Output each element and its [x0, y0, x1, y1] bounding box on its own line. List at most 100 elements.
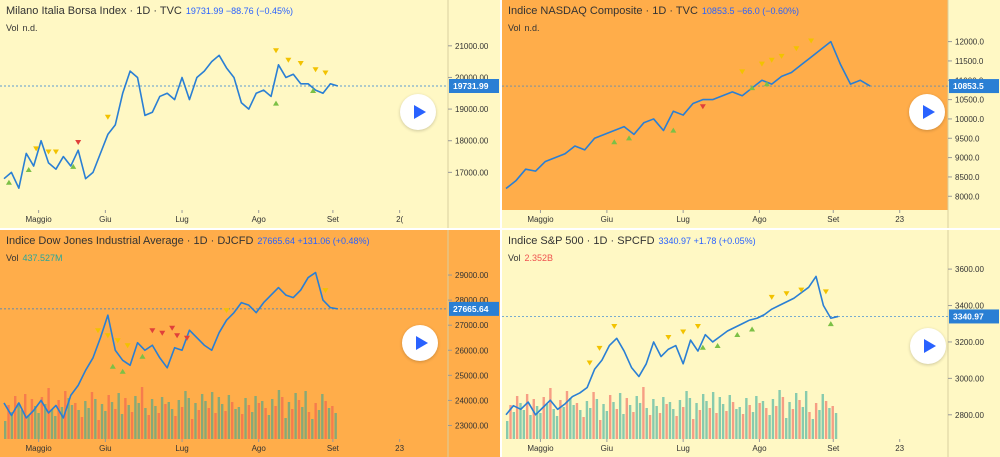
volume-bar [788, 402, 791, 439]
price-line [505, 40, 871, 190]
volume-bar [294, 393, 297, 439]
volume-bar [200, 394, 204, 439]
symbol-title[interactable]: Milano Italia Borsa Index · 1D · TVC [6, 5, 182, 17]
volume-bar [652, 399, 655, 439]
symbol-title[interactable]: Indice S&P 500 · 1D · SPCFD [508, 235, 655, 247]
volume-bar [331, 406, 334, 439]
volume-bar [662, 397, 665, 439]
volume-bar [204, 401, 207, 439]
y-tick-label: 9500.0 [955, 134, 980, 143]
volume-bar [301, 407, 304, 439]
symbol-title[interactable]: Indice NASDAQ Composite · 1D · TVC [508, 5, 698, 17]
volume-bar [197, 410, 201, 439]
volume-bar [585, 401, 589, 439]
volume-bar [768, 415, 771, 439]
volume-bar [545, 404, 549, 439]
x-tick-label: Ago [252, 444, 267, 453]
volume-bar [234, 409, 237, 439]
price-chart[interactable]: 21000.00 20000.00 19000.00 18000.00 17000.00… [0, 0, 500, 228]
alert-signal-marker [149, 328, 156, 334]
volume-bar [735, 409, 738, 439]
volume-bar [97, 420, 100, 439]
volume-bar [685, 391, 688, 439]
sell-signal-marker [758, 61, 765, 67]
price-chart[interactable]: 29000.00 28000.00 27000.00 26000.00 25000.00… [0, 230, 500, 457]
y-tick-label: 9000.0 [955, 154, 980, 163]
play-button[interactable] [909, 94, 945, 130]
volume-bar [94, 399, 97, 439]
y-tick-label: 10000.0 [955, 115, 984, 124]
buy-signal-marker [734, 332, 741, 338]
volume-bar [167, 402, 170, 439]
buy-signal-marker [70, 163, 77, 169]
volume-bar [692, 419, 695, 439]
volume-bar [668, 402, 672, 439]
sell-signal-marker [778, 53, 785, 59]
sell-signal-marker [104, 114, 111, 120]
volume-bar [104, 411, 107, 439]
x-tick-label: Giu [601, 215, 613, 224]
volume-bar [120, 414, 124, 439]
volume-caption: Vol [508, 253, 521, 263]
play-button[interactable] [910, 328, 946, 364]
volume-bar [284, 418, 287, 439]
volume-bar [751, 412, 755, 439]
x-tick-label: Maggio [527, 444, 554, 453]
chart-panel-sp500[interactable]: 3600.00 3400.00 3200.00 3000.00 2800.00 Maggi… [502, 230, 1000, 457]
buy-signal-marker [749, 326, 756, 332]
volume-bar [542, 397, 545, 439]
volume-bar [808, 412, 811, 439]
volume-bar [264, 408, 267, 439]
volume-bar [804, 391, 808, 439]
volume-bar [535, 406, 539, 439]
volume-bar [655, 406, 658, 439]
volume-bar [314, 403, 317, 439]
volume-bar [210, 392, 214, 439]
volume-label: Vol 2.352B [508, 253, 553, 263]
last-price-label: 3340.97 [953, 311, 984, 321]
volume-bar [57, 400, 60, 439]
chart-panel-ftse-mib[interactable]: 21000.00 20000.00 19000.00 18000.00 17000.00… [0, 0, 500, 228]
x-tick-label: 2( [396, 215, 403, 224]
volume-bar [70, 405, 74, 439]
chart-background [0, 0, 448, 210]
buy-signal-marker [626, 135, 633, 141]
volume-bar [512, 412, 516, 439]
volume-label: Vol n.d. [6, 23, 38, 33]
volume-bar [10, 412, 14, 439]
volume-bar [711, 392, 715, 439]
volume-bar [731, 402, 735, 439]
sell-signal-marker [768, 57, 775, 63]
play-icon [416, 336, 428, 350]
chart-panel-nasdaq[interactable]: 12000.011500.011000.010500.010000.09500.… [502, 0, 1000, 228]
volume-bar [44, 404, 47, 439]
price-chart[interactable]: 3600.00 3400.00 3200.00 3000.00 2800.00 Maggi… [502, 230, 1000, 457]
chart-panel-dow-jones[interactable]: 29000.00 28000.00 27000.00 26000.00 25000.00… [0, 230, 500, 457]
play-button[interactable] [402, 325, 438, 361]
play-button[interactable] [400, 94, 436, 130]
play-icon [923, 105, 935, 119]
x-tick-label: Set [327, 444, 340, 453]
volume-bar [74, 403, 77, 439]
volume-caption: Vol [508, 23, 521, 33]
ohlc-values: 19731.99 −88.76 (−0.45%) [185, 6, 293, 16]
volume-bar [190, 419, 194, 439]
volume-bar [40, 397, 44, 439]
x-tick-label: Lug [676, 444, 689, 453]
sell-signal-marker [596, 345, 603, 351]
price-line [505, 275, 839, 416]
buy-signal-marker [25, 167, 32, 173]
last-price-badge [949, 79, 999, 94]
x-tick-label: Set [327, 215, 340, 224]
volume-bar [230, 402, 234, 439]
volume-bar [525, 394, 529, 439]
symbol-title[interactable]: Indice Dow Jones Industrial Average · 1D… [6, 235, 254, 247]
volume-bar [7, 405, 10, 439]
volume-bar [127, 405, 130, 439]
price-chart[interactable]: 12000.011500.011000.010500.010000.09500.… [502, 0, 1000, 228]
alert-signal-marker [159, 330, 166, 336]
time-axis [502, 439, 948, 457]
volume-bar [251, 412, 254, 439]
x-tick-label: Maggio [527, 215, 554, 224]
